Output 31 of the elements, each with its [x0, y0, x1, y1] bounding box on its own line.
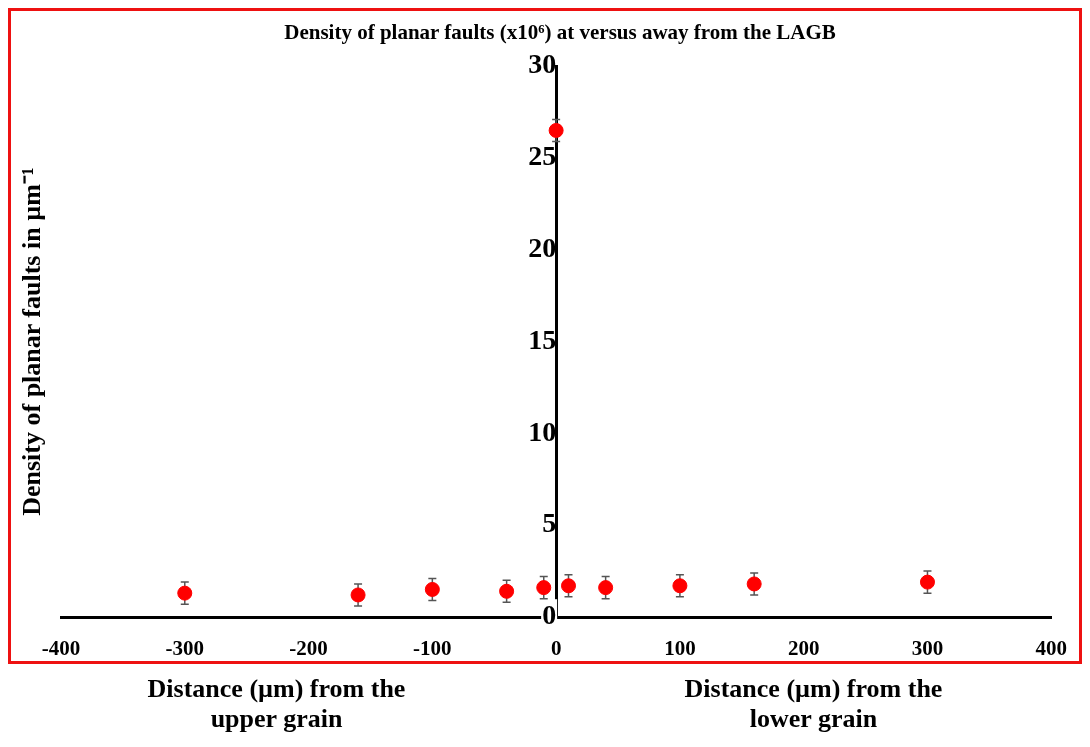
- point: [424, 581, 440, 597]
- x-tick-label: -100: [413, 636, 452, 661]
- y-axis-title: Density of planar faults in µm⁻¹: [16, 167, 46, 516]
- y-tick-label: 20: [528, 232, 557, 264]
- point: [350, 587, 366, 603]
- x-tick-label: 100: [664, 636, 696, 661]
- x-tick-label: -400: [41, 636, 81, 661]
- y-tick-label: 15: [528, 323, 557, 355]
- y-tick-label: 10: [528, 415, 557, 447]
- point: [561, 578, 576, 594]
- point: [536, 580, 552, 596]
- x-tick-label: 300: [911, 636, 944, 661]
- x-tick-label: -300: [165, 636, 205, 661]
- text: Distance (µm) from the upper grain: [146, 674, 407, 734]
- text: Distance (µm) from the lower grain: [683, 674, 944, 734]
- point: [177, 585, 193, 601]
- point: [598, 580, 614, 596]
- outline-frame: Density of planar faults (x10⁶) at versus away from the LAGB -400 -300 -200 -100 0 100 200 300 400 0 5 10 15 20 25 30 Density of planar faults in µm⁻¹: [8, 8, 1082, 664]
- chart-title: Density of planar faults (x10⁶) at versus away from the LAGB: [284, 20, 836, 45]
- x-tick-label: -200: [289, 636, 328, 661]
- point: [746, 576, 762, 592]
- y-tick-label: 5: [542, 507, 557, 539]
- x-tick-label: 400: [1035, 636, 1067, 661]
- y-tick-label: 25: [528, 140, 557, 172]
- point: [548, 122, 564, 138]
- point: [919, 574, 935, 590]
- y-tick-label: 30: [528, 48, 557, 80]
- y-tick-label: 0: [542, 599, 557, 631]
- point: [499, 583, 515, 599]
- x-tick-label: 200: [787, 636, 820, 661]
- point: [672, 578, 688, 594]
